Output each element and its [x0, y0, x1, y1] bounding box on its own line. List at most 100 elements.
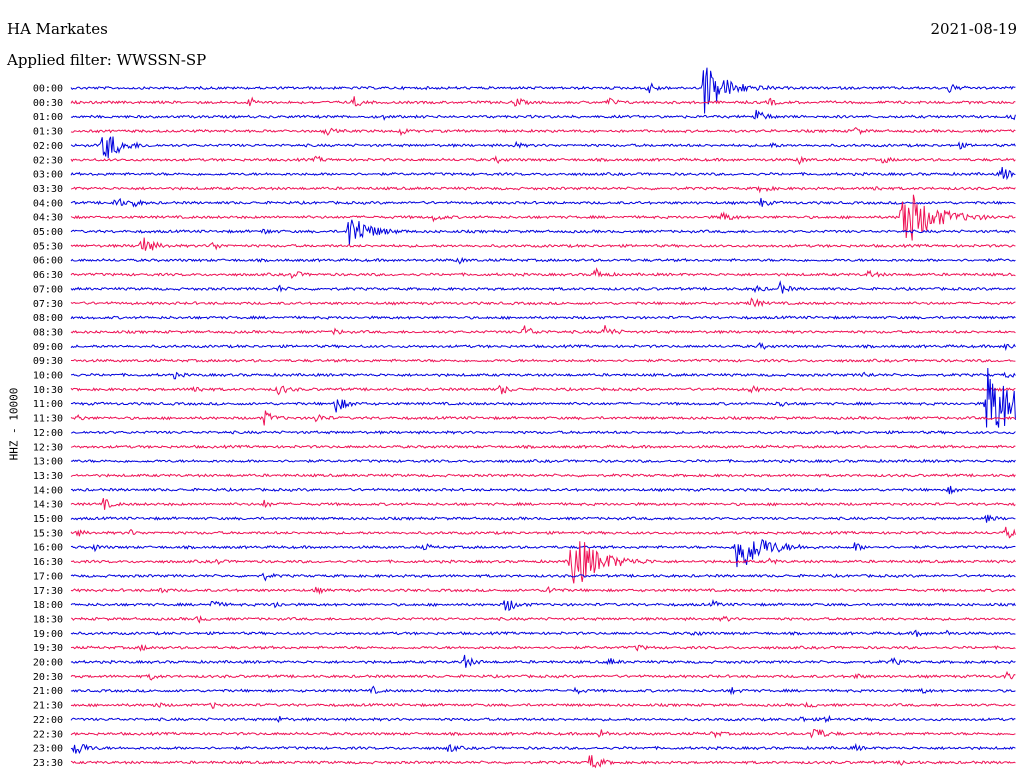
row-time-label: 13:00 [33, 457, 63, 468]
trace-row [70, 629, 1016, 637]
row-time-label: 17:00 [33, 571, 63, 582]
trace-row [70, 371, 1016, 380]
row-time-label: 21:30 [33, 701, 63, 712]
row-time-label: 12:00 [33, 428, 63, 439]
trace-row [70, 410, 1016, 426]
row-time-label: 20:30 [33, 672, 63, 683]
trace-row [70, 585, 1016, 596]
trace-row [70, 514, 1016, 523]
row-time-label: 22:00 [33, 715, 63, 726]
row-time-label: 22:30 [33, 729, 63, 740]
trace-row [70, 368, 1016, 428]
row-time-label: 20:00 [33, 658, 63, 669]
trace-row [70, 615, 1016, 624]
trace-row [70, 267, 1016, 279]
trace-row [70, 358, 1016, 363]
trace-row [70, 458, 1016, 464]
trace-row [70, 728, 1016, 739]
trace-row [70, 109, 1016, 121]
trace-row [70, 755, 1016, 769]
trace-row [70, 342, 1016, 352]
trace-row [70, 742, 1016, 754]
trace-row [70, 644, 1016, 652]
trace-row [70, 444, 1016, 450]
row-time-label: 09:30 [33, 356, 63, 367]
row-time-label: 08:00 [33, 313, 63, 324]
row-time-label: 00:30 [33, 98, 63, 109]
trace-row [70, 280, 1016, 294]
row-time-label: 07:30 [33, 299, 63, 310]
trace-row [70, 219, 1016, 246]
row-time-label: 16:00 [33, 543, 63, 554]
row-time-label: 05:30 [33, 241, 63, 252]
trace-row [70, 96, 1016, 107]
row-time-label: 17:30 [33, 586, 63, 597]
row-time-label: 18:30 [33, 614, 63, 625]
trace-row [70, 541, 1016, 584]
trace-row [70, 685, 1016, 696]
row-time-label: 11:30 [33, 414, 63, 425]
trace-row [70, 136, 1016, 159]
row-time-label: 01:30 [33, 127, 63, 138]
row-time-label: 00:00 [33, 84, 63, 95]
row-time-label: 18:00 [33, 600, 63, 611]
row-time-label: 14:00 [33, 485, 63, 496]
trace-row [70, 155, 1016, 166]
row-time-label: 21:00 [33, 686, 63, 697]
trace-row [70, 384, 1016, 396]
trace-row [70, 297, 1016, 308]
row-time-label: 23:30 [33, 758, 63, 769]
row-time-label: 19:00 [33, 629, 63, 640]
row-time-label: 14:30 [33, 500, 63, 511]
trace-row [70, 599, 1016, 612]
trace-row [70, 670, 1016, 681]
row-time-label: 04:30 [33, 213, 63, 224]
applied-filter-label: Applied filter: WWSSN-SP [7, 51, 207, 69]
date-label: 2021-08-19 [930, 20, 1017, 38]
trace-row [70, 197, 1016, 208]
trace-row [70, 185, 1016, 194]
row-time-label: 07:00 [33, 284, 63, 295]
trace-row [70, 325, 1016, 336]
row-time-label: 19:30 [33, 643, 63, 654]
row-time-label: 04:00 [33, 198, 63, 209]
trace-row [70, 572, 1016, 582]
row-time-label: 02:00 [33, 141, 63, 152]
row-time-label: 23:00 [33, 744, 63, 755]
row-time-label: 08:30 [33, 327, 63, 338]
row-time-label: 02:30 [33, 155, 63, 166]
trace-row [70, 701, 1016, 709]
row-time-label: 11:00 [33, 399, 63, 410]
trace-row [70, 654, 1016, 668]
row-time-label: 10:30 [33, 385, 63, 396]
row-time-label: 09:00 [33, 342, 63, 353]
trace-row [70, 256, 1016, 265]
row-time-label: 03:30 [33, 184, 63, 195]
trace-row [70, 526, 1016, 539]
trace-row [70, 485, 1016, 495]
row-time-label: 16:30 [33, 557, 63, 568]
row-time-label: 05:00 [33, 227, 63, 238]
trace-row [70, 167, 1016, 181]
trace-row [70, 67, 1016, 114]
station-title: HA Markates [7, 20, 108, 38]
row-time-label: 10:00 [33, 371, 63, 382]
trace-row [70, 538, 1016, 568]
trace-row [70, 714, 1016, 724]
trace-row [70, 497, 1016, 510]
row-time-label: 03:00 [33, 170, 63, 181]
row-time-label: 12:30 [33, 442, 63, 453]
row-time-label: 15:30 [33, 528, 63, 539]
trace-row [70, 237, 1016, 251]
row-time-label: 06:30 [33, 270, 63, 281]
trace-row [70, 315, 1016, 320]
trace-row [70, 430, 1016, 435]
row-time-label: 13:30 [33, 471, 63, 482]
row-time-label: 01:00 [33, 112, 63, 123]
row-time-label: 06:00 [33, 256, 63, 267]
trace-row [70, 127, 1016, 137]
trace-row [70, 473, 1016, 478]
trace-row [70, 194, 1016, 241]
row-time-label: 15:00 [33, 514, 63, 525]
